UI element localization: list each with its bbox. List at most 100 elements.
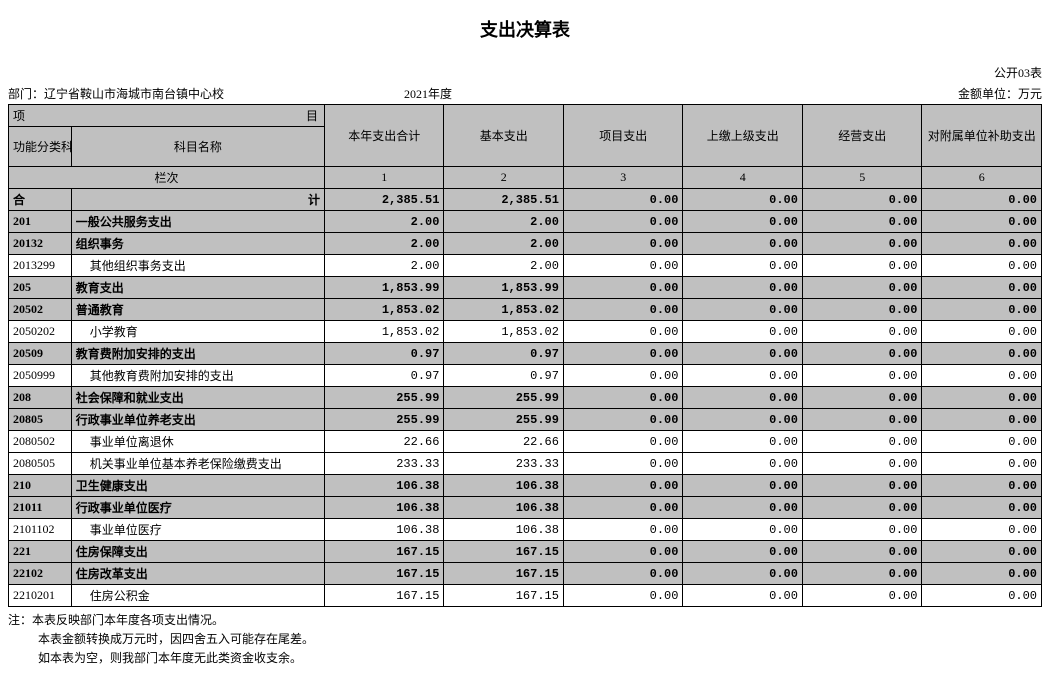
cell-name: 行政事业单位医疗 xyxy=(71,497,324,519)
cell-value: 0.00 xyxy=(802,563,922,585)
lane-num: 5 xyxy=(802,167,922,189)
cell-value: 0.00 xyxy=(683,321,803,343)
col-header-code: 功能分类科目编码 xyxy=(9,127,72,167)
table-row: 20509教育费附加安排的支出0.970.970.000.000.000.00 xyxy=(9,343,1042,365)
cell-code: 221 xyxy=(9,541,72,563)
cell-value: 0.97 xyxy=(444,365,564,387)
cell-value: 0.00 xyxy=(563,211,683,233)
table-row: 2080502事业单位离退休22.6622.660.000.000.000.00 xyxy=(9,431,1042,453)
cell-value: 0.00 xyxy=(802,541,922,563)
cell-value: 0.97 xyxy=(324,343,444,365)
cell-value: 0.00 xyxy=(802,299,922,321)
cell-value: 0.00 xyxy=(802,365,922,387)
cell-value: 0.97 xyxy=(324,365,444,387)
cell-code: 2101102 xyxy=(9,519,72,541)
cell-value: 0.00 xyxy=(922,387,1042,409)
cell-value: 0.00 xyxy=(802,409,922,431)
col-header: 基本支出 xyxy=(444,105,564,167)
cell-value: 0.00 xyxy=(683,233,803,255)
cell-value: 0.00 xyxy=(922,365,1042,387)
cell-value: 1,853.99 xyxy=(444,277,564,299)
cell-value: 0.00 xyxy=(802,387,922,409)
cell-value: 0.00 xyxy=(683,365,803,387)
cell-value: 0.00 xyxy=(922,475,1042,497)
cell-name: 一般公共服务支出 xyxy=(71,211,324,233)
cell-value: 106.38 xyxy=(324,519,444,541)
cell-name: 教育费附加安排的支出 xyxy=(71,343,324,365)
cell-name: 事业单位医疗 xyxy=(71,519,324,541)
cell-name: 其他教育费附加安排的支出 xyxy=(71,365,324,387)
cell-value: 0.00 xyxy=(922,211,1042,233)
meta-row-2: 部门：辽宁省鞍山市海城市南台镇中心校 2021年度 金额单位：万元 xyxy=(8,83,1042,104)
cell-value: 0.00 xyxy=(563,409,683,431)
year-value: 2021年度 xyxy=(404,85,452,102)
table-row: 208社会保障和就业支出255.99255.990.000.000.000.00 xyxy=(9,387,1042,409)
cell-value: 0.00 xyxy=(802,585,922,607)
expenditure-table: 项 目 本年支出合计 基本支出 项目支出 上缴上级支出 经营支出 对附属单位补助… xyxy=(8,104,1042,607)
cell-value: 0.00 xyxy=(563,255,683,277)
col-header: 上缴上级支出 xyxy=(683,105,803,167)
header-corner: 项 目 xyxy=(9,105,325,127)
cell-value: 0.00 xyxy=(563,365,683,387)
cell-value: 0.00 xyxy=(683,585,803,607)
table-row: 205教育支出1,853.991,853.990.000.000.000.00 xyxy=(9,277,1042,299)
cell-value: 0.00 xyxy=(802,233,922,255)
cell-name: 住房公积金 xyxy=(71,585,324,607)
cell-name: 组织事务 xyxy=(71,233,324,255)
cell-value: 1,853.02 xyxy=(324,321,444,343)
cell-value: 106.38 xyxy=(444,519,564,541)
cell-value: 0.00 xyxy=(563,519,683,541)
cell-name: 社会保障和就业支出 xyxy=(71,387,324,409)
cell-value: 0.00 xyxy=(683,541,803,563)
cell-value: 0.00 xyxy=(922,453,1042,475)
cell-value: 0.00 xyxy=(922,541,1042,563)
cell-name: 住房改革支出 xyxy=(71,563,324,585)
cell-value: 0.00 xyxy=(922,497,1042,519)
lane-num: 2 xyxy=(444,167,564,189)
cell-code: 2013299 xyxy=(9,255,72,277)
cell-value: 0.97 xyxy=(444,343,564,365)
cell-value: 2.00 xyxy=(444,255,564,277)
cell-code: 2050202 xyxy=(9,321,72,343)
cell-code: 2080505 xyxy=(9,453,72,475)
cell-value: 0.00 xyxy=(802,211,922,233)
cell-code: 20502 xyxy=(9,299,72,321)
cell-name: 机关事业单位基本养老保险缴费支出 xyxy=(71,453,324,475)
table-row: 201一般公共服务支出2.002.000.000.000.000.00 xyxy=(9,211,1042,233)
cell-code: 2050999 xyxy=(9,365,72,387)
cell-value: 0.00 xyxy=(683,277,803,299)
cell-value: 167.15 xyxy=(444,585,564,607)
cell-value: 0.00 xyxy=(922,299,1042,321)
col-header: 项目支出 xyxy=(563,105,683,167)
cell-value: 106.38 xyxy=(444,497,564,519)
cell-name: 教育支出 xyxy=(71,277,324,299)
cell-value: 2.00 xyxy=(444,233,564,255)
note-line: 本表金额转换成万元时，因四舍五入可能存在尾差。 xyxy=(8,630,1042,649)
table-row: 2210201住房公积金167.15167.150.000.000.000.00 xyxy=(9,585,1042,607)
cell-name: 行政事业单位养老支出 xyxy=(71,409,324,431)
cell-value: 0.00 xyxy=(922,343,1042,365)
dept-value: 辽宁省鞍山市海城市南台镇中心校 xyxy=(44,87,224,101)
cell-value: 0.00 xyxy=(683,453,803,475)
cell-value: 0.00 xyxy=(563,277,683,299)
cell-value: 1,853.02 xyxy=(444,321,564,343)
cell-code: 205 xyxy=(9,277,72,299)
cell-value: 0.00 xyxy=(802,277,922,299)
cell-value: 106.38 xyxy=(444,475,564,497)
cell-value: 0.00 xyxy=(683,475,803,497)
cell-value: 0.00 xyxy=(683,387,803,409)
cell-value: 167.15 xyxy=(324,585,444,607)
cell-code: 210 xyxy=(9,475,72,497)
cell-value: 0.00 xyxy=(802,431,922,453)
cell-value: 0.00 xyxy=(922,277,1042,299)
cell-value: 22.66 xyxy=(444,431,564,453)
cell-code: 2210201 xyxy=(9,585,72,607)
cell-value: 0.00 xyxy=(563,541,683,563)
cell-code: 201 xyxy=(9,211,72,233)
cell-name: 卫生健康支出 xyxy=(71,475,324,497)
unit-label: 金额单位：万元 xyxy=(958,85,1042,102)
col-header-name: 科目名称 xyxy=(71,127,324,167)
cell-value: 0.00 xyxy=(563,475,683,497)
cell-code: 2080502 xyxy=(9,431,72,453)
cell-value: 0.00 xyxy=(802,519,922,541)
